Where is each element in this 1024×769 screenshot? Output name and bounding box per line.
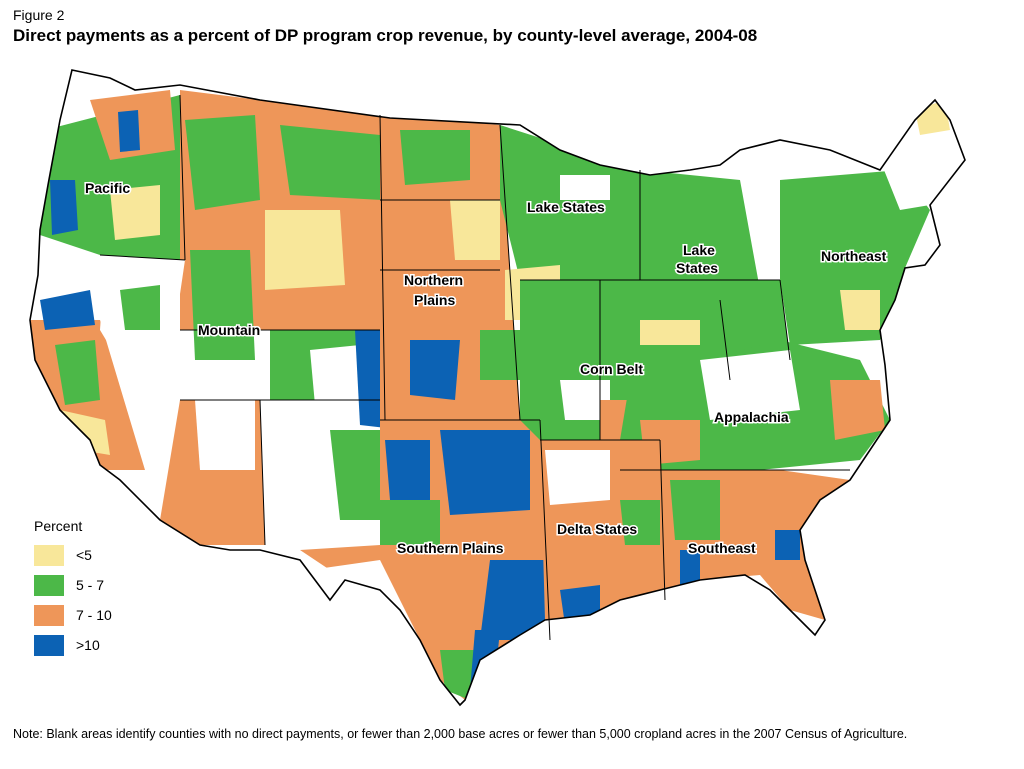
california-blue — [40, 290, 95, 330]
legend-label: <5 — [76, 547, 92, 563]
lake-states-line-1: Lake — [683, 242, 715, 258]
northern-plains-line-1: Northern — [404, 272, 463, 288]
louisiana-blue — [560, 585, 600, 625]
pacific-blue-2 — [118, 110, 140, 152]
county-fill-layer — [30, 70, 965, 705]
new-mexico-green — [330, 430, 380, 520]
corn-belt-yellow — [640, 320, 700, 345]
corn-belt-blank — [560, 380, 610, 420]
delta-blank — [545, 450, 610, 505]
lake-states-fill — [500, 125, 760, 300]
region-label-delta-states: Delta States — [557, 521, 637, 537]
california-green — [55, 340, 100, 405]
northeast-yellow — [840, 290, 880, 330]
footnote: Note: Blank areas identify counties with… — [13, 727, 908, 741]
legend-label: 5 - 7 — [76, 577, 105, 593]
legend-label: >10 — [76, 637, 100, 653]
state-borders — [99, 94, 850, 641]
pacific-blue-1 — [50, 180, 78, 235]
region-label-pacific: Pacific — [85, 180, 130, 196]
appalachia-blank — [700, 350, 800, 420]
figure-label: Figure 2 — [13, 7, 65, 23]
northern-plains-line-2: Plains — [414, 292, 455, 308]
region-label-corn-belt: Corn Belt — [580, 361, 643, 377]
mountain-green-3 — [190, 250, 255, 360]
kansas-green — [480, 330, 525, 380]
texas-coast-blue — [480, 560, 545, 640]
south-texas-blue — [470, 630, 500, 690]
legend-item: 7 - 10 — [34, 600, 112, 630]
legend-swatch-orange — [34, 604, 64, 626]
northeast-fill — [780, 170, 930, 345]
northern-plains-green — [400, 130, 470, 185]
region-label-appalachia: Appalachia — [714, 409, 789, 425]
region-label-lake-states-michigan: Lake States — [676, 242, 719, 276]
region-label-northeast: Northeast — [821, 248, 887, 264]
delta-green — [620, 500, 660, 545]
region-label-lake-states: Lake States — [527, 199, 605, 215]
lake-states-line-2: States — [676, 260, 718, 276]
region-label-southeast: Southeast — [688, 540, 756, 556]
map-title: Direct payments as a percent of DP progr… — [13, 26, 758, 45]
legend-item: >10 — [34, 630, 112, 660]
mountain-green-2 — [280, 125, 382, 200]
southeast-blue — [775, 530, 800, 560]
legend-swatch-yellow — [34, 544, 64, 566]
legend-swatch-green — [34, 574, 64, 596]
region-label-northern-plains: Northern Plains — [404, 272, 467, 308]
region-label-southern-plains: Southern Plains — [397, 540, 504, 556]
legend: Percent <5 5 - 7 7 - 10 >10 — [34, 518, 112, 660]
nevada-green — [120, 285, 160, 330]
texas-green-1 — [380, 500, 440, 545]
oklahoma-blue — [440, 430, 530, 515]
california-yellow — [60, 410, 110, 455]
legend-swatch-blue — [34, 634, 64, 656]
kansas-blue — [410, 340, 460, 400]
region-label-mountain: Mountain — [198, 322, 260, 338]
panhandle-blue — [385, 440, 430, 500]
arizona-blank — [195, 400, 255, 470]
northern-plains-yellow — [450, 200, 500, 260]
legend-item: <5 — [34, 540, 112, 570]
legend-label: 7 - 10 — [76, 607, 112, 623]
maine-blank — [880, 110, 960, 210]
mountain-green-1 — [185, 115, 260, 210]
colorado-blank — [310, 345, 365, 405]
lake-states-blank — [560, 175, 610, 200]
maine-yellow — [915, 100, 950, 135]
legend-item: 5 - 7 — [34, 570, 112, 600]
region-labels: Pacific Mountain Northern Plains Souther… — [84, 179, 889, 558]
pacific-yellow — [110, 185, 160, 240]
legend-title: Percent — [34, 518, 83, 534]
southeast-blue-2 — [680, 550, 700, 590]
southeast-green — [670, 480, 720, 540]
appalachia-orange-2 — [830, 380, 885, 440]
mountain-yellow — [265, 210, 345, 290]
